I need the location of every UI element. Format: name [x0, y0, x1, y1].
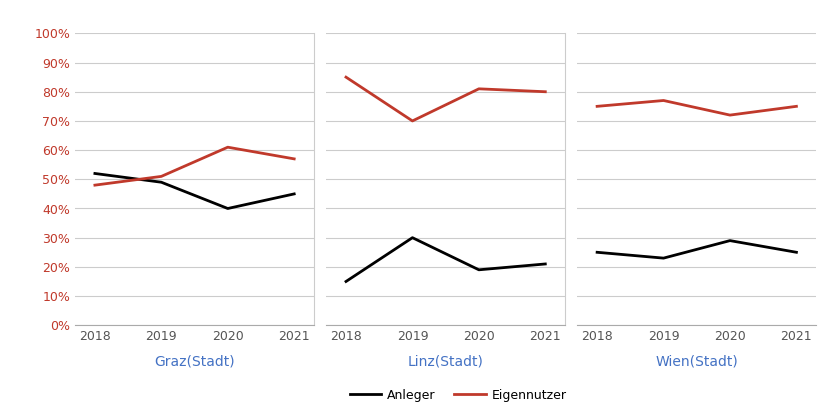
- Line: Eigennutzer: Eigennutzer: [346, 77, 546, 121]
- Anleger: [222, 206, 232, 211]
- Line: Anleger: Anleger: [597, 241, 796, 258]
- Eigennutzer: [791, 104, 801, 109]
- Anleger: [659, 256, 669, 261]
- Line: Eigennutzer: Eigennutzer: [597, 100, 796, 115]
- Eigennutzer: [725, 113, 735, 118]
- Anleger: [592, 250, 602, 255]
- Anleger: [791, 250, 801, 255]
- Eigennutzer: [407, 118, 417, 123]
- Anleger: [407, 235, 417, 240]
- Line: Anleger: Anleger: [95, 173, 294, 208]
- Anleger: [90, 171, 100, 176]
- Eigennutzer: [222, 145, 232, 150]
- X-axis label: Linz(Stadt): Linz(Stadt): [407, 354, 484, 368]
- Eigennutzer: [659, 98, 669, 103]
- X-axis label: Graz(Stadt): Graz(Stadt): [154, 354, 235, 368]
- Anleger: [725, 238, 735, 243]
- Anleger: [289, 191, 299, 196]
- Eigennutzer: [90, 183, 100, 188]
- Anleger: [541, 261, 551, 266]
- Anleger: [157, 180, 167, 185]
- Line: Eigennutzer: Eigennutzer: [95, 147, 294, 185]
- Eigennutzer: [157, 174, 167, 179]
- Anleger: [474, 267, 484, 272]
- Eigennutzer: [592, 104, 602, 109]
- Eigennutzer: [541, 89, 551, 94]
- Eigennutzer: [289, 156, 299, 161]
- X-axis label: Wien(Stadt): Wien(Stadt): [656, 354, 738, 368]
- Line: Anleger: Anleger: [346, 238, 546, 281]
- Anleger: [341, 279, 351, 284]
- Eigennutzer: [474, 86, 484, 91]
- Eigennutzer: [341, 75, 351, 80]
- Legend: Anleger, Eigennutzer: Anleger, Eigennutzer: [345, 384, 571, 407]
